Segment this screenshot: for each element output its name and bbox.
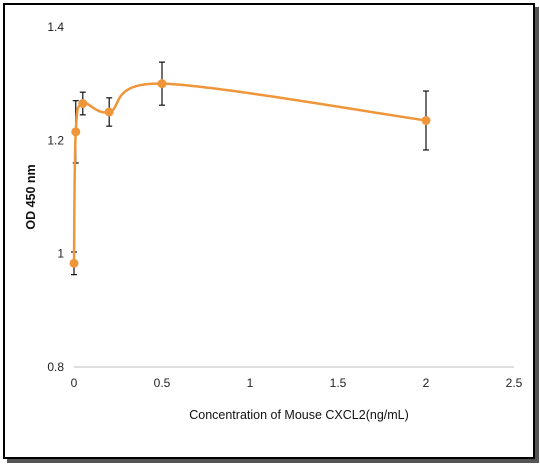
y-axis-title: OD 450 nm <box>24 164 38 229</box>
data-point <box>69 258 79 268</box>
y-tick-label: 1.2 <box>47 133 64 147</box>
y-tick-labels: 0.8 1 1.2 1.4 <box>47 20 64 374</box>
y-tick-label: 1 <box>57 247 64 261</box>
x-tick-labels: 0 0.5 1 1.5 2 2.5 <box>71 376 523 390</box>
x-tick-label: 2.5 <box>506 376 523 390</box>
data-point <box>104 107 114 117</box>
line-chart: 0.8 1 1.2 1.4 0 0.5 1 1.5 2 2.5 OD 450 nm Concen… <box>24 20 523 422</box>
chart-frame: 0.8 1 1.2 1.4 0 0.5 1 1.5 2 2.5 OD 450 nm Concen… <box>3 3 535 459</box>
x-tick-label: 0.5 <box>154 376 171 390</box>
data-point <box>421 116 431 125</box>
series-line <box>72 82 427 264</box>
x-axis-title: Concentration of Mouse CXCL2(ng/mL) <box>189 408 409 422</box>
x-tick-label: 1 <box>247 376 254 390</box>
y-tick-label: 0.8 <box>47 360 64 374</box>
x-tick-label: 2 <box>423 376 430 390</box>
x-tick-label: 0 <box>71 376 78 390</box>
y-tick-label: 1.4 <box>47 20 64 34</box>
data-points <box>69 79 431 268</box>
data-point <box>78 99 88 108</box>
data-point <box>71 127 81 137</box>
x-tick-label: 1.5 <box>330 376 347 390</box>
data-point <box>157 79 167 89</box>
